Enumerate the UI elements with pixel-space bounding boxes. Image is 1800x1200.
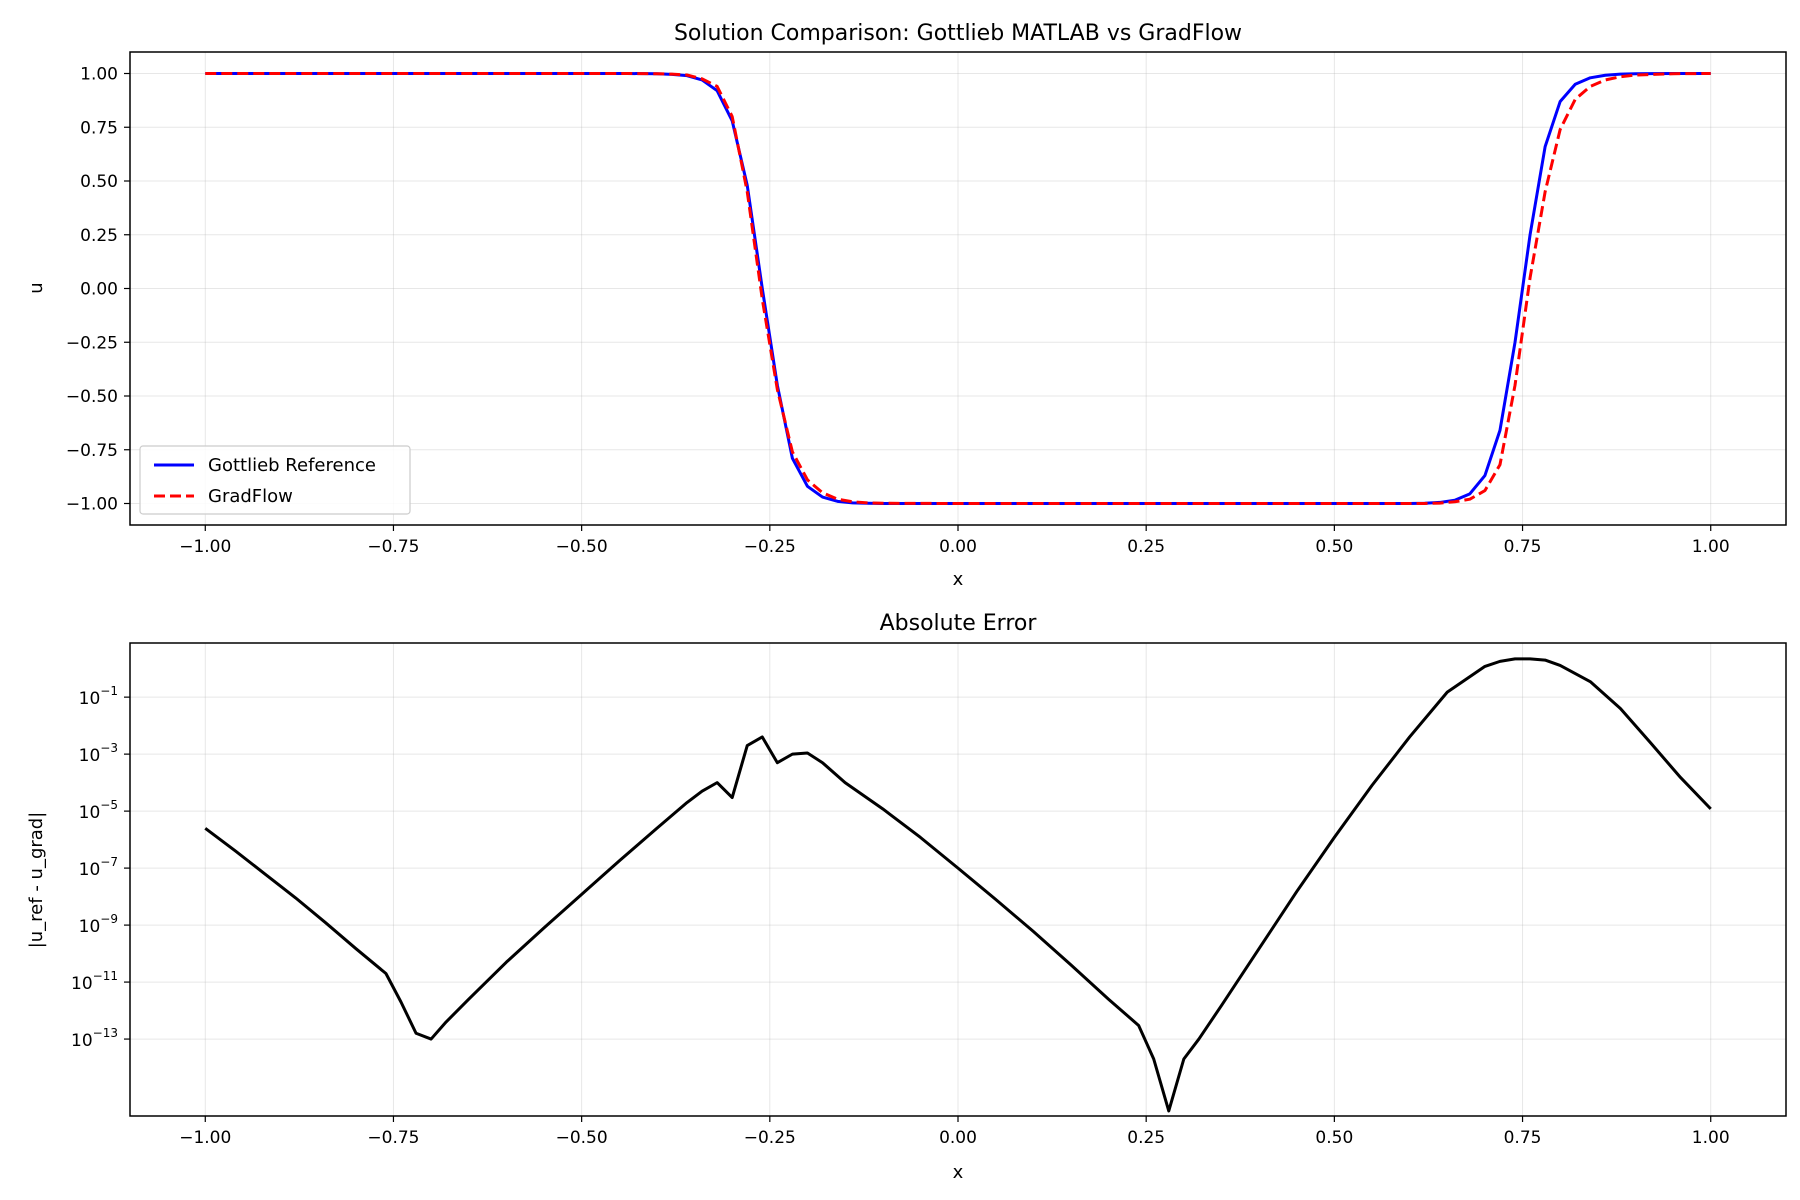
- y-tick-label: −1.00: [66, 495, 118, 515]
- y-ticks: 10−1 10−3 10−5 10−7 10−9 10−11 10−13: [71, 684, 130, 1051]
- x-tick-label: 0.25: [1127, 537, 1165, 557]
- legend-label-gottlieb: Gottlieb Reference: [208, 455, 376, 476]
- x-tick-label: −0.50: [556, 1128, 608, 1148]
- series-line-0: [204, 657, 1712, 1113]
- x-tick-label: 1.00: [1692, 537, 1730, 557]
- y-axis-label: |u_ref - u_grad|: [26, 812, 47, 949]
- x-tick-label: 0.25: [1127, 1128, 1165, 1148]
- legend-box: [139, 445, 411, 515]
- y-tick-label: 10−11: [71, 969, 118, 994]
- y-tick-label: 0.50: [80, 172, 118, 192]
- x-tick-label: 0.75: [1504, 1128, 1542, 1148]
- series-line-gradflow: [205, 72, 1711, 505]
- y-tick-label: 10−3: [79, 741, 118, 766]
- y-tick-label: 10−1: [79, 684, 118, 709]
- y-tick-label: 10−9: [79, 912, 118, 937]
- x-ticks: −1.00 −0.75 −0.50 −0.25 0.00 0.25 0.50 0.75 1.00: [179, 1116, 1730, 1148]
- y-tick-label: −0.50: [66, 387, 118, 407]
- x-tick-label: −1.00: [179, 1128, 231, 1148]
- x-tick-label: 0.50: [1315, 537, 1353, 557]
- y-tick-label: −0.75: [66, 441, 118, 461]
- y-tick-label: 0.00: [80, 280, 118, 300]
- x-tick-label: 0.00: [939, 537, 977, 557]
- grid: [130, 52, 1786, 525]
- x-axis-label: x: [953, 569, 964, 590]
- series-group: [204, 657, 1712, 1113]
- y-tick-label: 10−7: [79, 855, 118, 880]
- y-ticks: 1.00 0.75 0.50 0.25 0.00 −0.25 −0.50 −0.75 −1.00: [66, 65, 130, 515]
- x-tick-label: −1.00: [179, 537, 231, 557]
- legend-label-gradflow: GradFlow: [208, 486, 293, 507]
- x-tick-label: −0.75: [367, 1128, 419, 1148]
- x-axis-label: x: [953, 1162, 964, 1183]
- x-tick-label: −0.25: [744, 537, 796, 557]
- y-tick-label: 10−13: [71, 1026, 118, 1051]
- y-tick-label: −0.25: [66, 333, 118, 353]
- y-tick-label: 10−5: [79, 798, 118, 823]
- x-tick-label: 0.00: [939, 1128, 977, 1148]
- y-tick-label: 0.25: [80, 226, 118, 246]
- x-tick-label: −0.25: [744, 1128, 796, 1148]
- y-axis-label: u: [26, 282, 47, 293]
- x-tick-label: 0.75: [1504, 537, 1542, 557]
- chart-title: Absolute Error: [880, 611, 1038, 636]
- absolute-error-chart: Absolute Error −1.00 −0.75 −0.50 −0.25 0.00 0…: [26, 611, 1787, 1183]
- series-group: [205, 72, 1711, 505]
- x-tick-label: −0.50: [556, 537, 608, 557]
- solution-comparison-chart: Solution Comparison: Gottlieb MATLAB vs …: [26, 21, 1787, 590]
- chart-title: Solution Comparison: Gottlieb MATLAB vs …: [674, 21, 1242, 46]
- y-tick-label: 1.00: [80, 65, 118, 85]
- x-tick-label: −0.75: [367, 537, 419, 557]
- x-tick-label: 1.00: [1692, 1128, 1730, 1148]
- y-tick-label: 0.75: [80, 118, 118, 138]
- x-tick-label: 0.50: [1315, 1128, 1353, 1148]
- x-ticks: −1.00 −0.75 −0.50 −0.25 0.00 0.25 0.50 0.75 1.00: [179, 525, 1730, 557]
- legend: Gottlieb Reference GradFlow: [139, 445, 411, 515]
